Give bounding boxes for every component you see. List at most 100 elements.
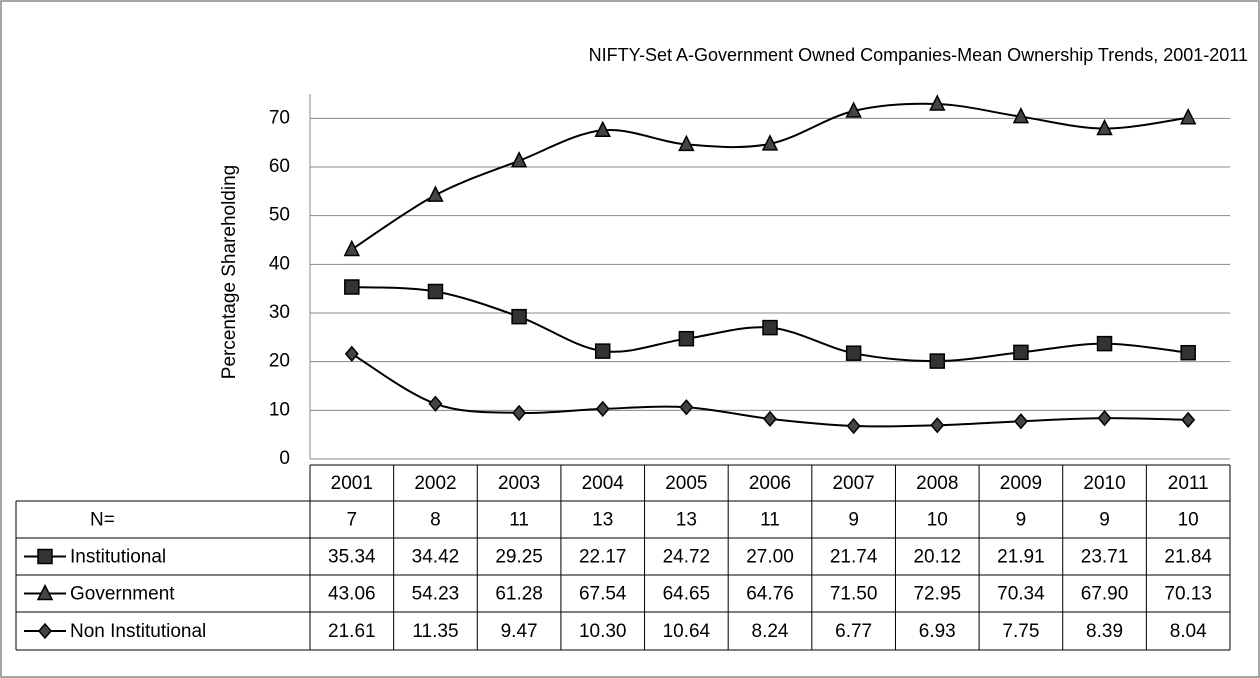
x-tick-label: 2011 <box>1168 473 1209 494</box>
x-tick-label: 2004 <box>582 473 625 494</box>
table-cell: 9 <box>1016 510 1027 531</box>
table-cell: 7 <box>347 510 358 531</box>
marker <box>510 151 528 168</box>
table-cell: 13 <box>592 510 613 531</box>
x-tick-label: 2001 <box>331 473 373 494</box>
table-cell: 54.23 <box>412 584 460 605</box>
table-cell: 8 <box>430 510 441 531</box>
marker <box>344 279 360 295</box>
marker <box>1012 107 1030 124</box>
table-cell: 72.95 <box>913 584 961 605</box>
table-cell: 7.75 <box>1002 621 1039 642</box>
table-cell: 9.47 <box>501 621 538 642</box>
x-tick-label: 2006 <box>749 473 791 494</box>
marker <box>428 395 443 412</box>
y-axis-label: Percentage Shareholding <box>219 165 240 379</box>
table-cell: 21.61 <box>328 621 376 642</box>
marker <box>679 399 694 416</box>
legend-label: Government <box>70 584 175 605</box>
x-tick-label: 2008 <box>916 473 958 494</box>
marker <box>929 94 946 111</box>
marker <box>427 185 444 202</box>
table-cell: 21.91 <box>997 547 1045 568</box>
legend-marker <box>36 583 54 601</box>
table-cell: 6.93 <box>919 621 956 642</box>
marker <box>1096 335 1113 352</box>
y-tick-label: 0 <box>279 448 290 469</box>
table-cell: 35.34 <box>328 547 376 568</box>
table-cell: 64.76 <box>746 584 794 605</box>
table-cell: 21.84 <box>1164 547 1212 568</box>
table-cell: 64.65 <box>663 584 711 605</box>
table-cell: 10.64 <box>663 621 711 642</box>
table-cell: 10 <box>1178 510 1199 531</box>
table-cell: 8.24 <box>752 621 789 642</box>
table-cell: 71.50 <box>830 584 878 605</box>
table-cell: 27.00 <box>746 547 794 568</box>
marker <box>427 283 444 300</box>
table-cell: 61.28 <box>495 584 543 605</box>
table-cell: 70.34 <box>997 584 1045 605</box>
marker <box>1181 411 1196 429</box>
x-tick-label: 2003 <box>498 473 540 494</box>
y-tick-label: 40 <box>269 253 290 274</box>
table-cell: 43.06 <box>328 584 376 605</box>
marker <box>930 417 945 434</box>
y-tick-label: 10 <box>269 399 290 420</box>
marker <box>761 134 779 151</box>
marker <box>678 330 695 347</box>
marker <box>1096 118 1113 136</box>
table-cell: 11 <box>760 510 780 531</box>
marker <box>845 101 862 118</box>
table-cell: 13 <box>676 510 697 531</box>
legend-label: Non Institutional <box>70 621 206 642</box>
chart-title: NIFTY-Set A-Government Owned Companies-M… <box>589 45 1248 65</box>
table-cell: 11.35 <box>412 621 458 642</box>
table-cell: 22.17 <box>579 547 627 568</box>
marker <box>1013 344 1029 361</box>
marker <box>594 120 611 138</box>
legend-marker <box>37 548 53 565</box>
table-cell: 23.71 <box>1081 547 1129 568</box>
table-cell: 24.72 <box>663 547 711 568</box>
legend-label: Institutional <box>70 547 166 568</box>
table-cell: 67.90 <box>1081 584 1129 605</box>
table-cell: 67.54 <box>579 584 627 605</box>
marker <box>1180 344 1196 361</box>
marker <box>344 345 359 362</box>
table-cell: 8.04 <box>1170 621 1207 642</box>
marker <box>512 404 527 422</box>
table-cell: 8.39 <box>1086 621 1123 642</box>
table-cell: 11 <box>509 510 529 531</box>
y-tick-label: 60 <box>269 156 290 177</box>
marker <box>678 134 695 152</box>
y-tick-label: 70 <box>269 107 290 128</box>
table-cell: 20.12 <box>913 547 961 568</box>
marker <box>762 319 778 336</box>
table-cell: 9 <box>1099 510 1110 531</box>
x-tick-label: 2009 <box>1000 473 1042 494</box>
table-cell: 21.74 <box>830 547 878 568</box>
marker <box>511 308 527 325</box>
x-tick-label: 2007 <box>832 473 874 494</box>
marker <box>1013 413 1028 430</box>
table-cell: 10.30 <box>579 621 627 642</box>
marker <box>845 345 862 361</box>
marker <box>763 410 777 428</box>
table-cell: 29.25 <box>495 547 543 568</box>
marker <box>929 353 946 369</box>
marker <box>1097 410 1112 427</box>
y-tick-label: 50 <box>269 205 290 226</box>
x-tick-label: 2005 <box>665 473 707 494</box>
legend-marker <box>38 622 52 640</box>
table-cell: 70.13 <box>1164 584 1212 605</box>
marker <box>846 417 861 435</box>
y-tick-label: 30 <box>269 302 290 323</box>
table-cell: 6.77 <box>835 621 872 642</box>
table-row-label: N= <box>90 510 115 531</box>
marker <box>594 343 611 359</box>
marker <box>343 239 361 257</box>
x-tick-label: 2010 <box>1083 473 1125 494</box>
y-tick-label: 20 <box>269 351 290 372</box>
